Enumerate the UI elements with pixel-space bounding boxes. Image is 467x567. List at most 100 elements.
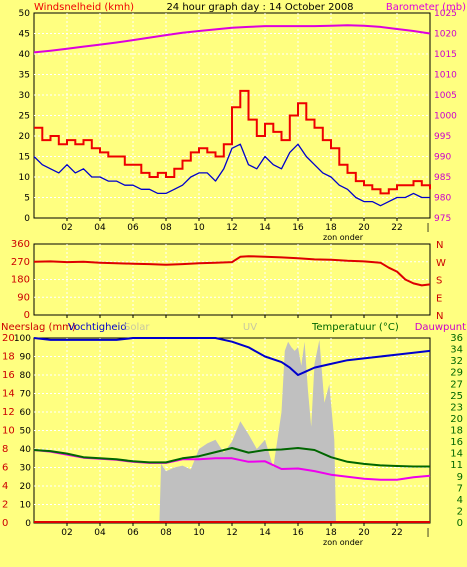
rain-tick-label: 4 [2, 481, 8, 492]
wind-tick-label: 25 [19, 112, 30, 122]
rain-tick-label: 20 [2, 333, 15, 344]
wind-speed-axis-label: Windsnelheid (kmh) [34, 2, 134, 13]
rain-axis-label: Neerslag (mm) [1, 322, 76, 333]
temperature-tick-label: 27 [450, 379, 463, 390]
humidity-tick-label: 60 [20, 408, 32, 418]
compass-tick-label: E [436, 293, 442, 304]
compass-tick-label: S [436, 276, 442, 287]
direction-tick-label: 0 [24, 310, 30, 321]
humidity-tick-label: 0 [25, 519, 31, 529]
wind-tick-label: 5 [24, 194, 30, 204]
direction-tick-label: 180 [11, 275, 30, 286]
x-tick-label: 22 [391, 528, 402, 538]
x-tick-label: 20 [358, 223, 370, 233]
panel-1-series [33, 24, 431, 207]
barometer-tick-label: 1005 [434, 91, 457, 101]
panel-3-series [33, 337, 431, 523]
rain-tick-label: 18 [2, 352, 15, 363]
wind-gust-line [34, 89, 431, 195]
barometer-tick-label: 1010 [434, 71, 457, 81]
x-tick-label: 16 [292, 528, 304, 538]
wind-tick-label: 0 [24, 214, 30, 224]
humidity-line [33, 337, 431, 376]
temperature-tick-label: 4 [457, 495, 463, 506]
sunset-label-3: zon onder [323, 538, 364, 547]
temperature-line [33, 447, 430, 468]
x-tick-label: 10 [193, 528, 205, 538]
panel-2-series [33, 255, 431, 287]
wind-tick-label: 15 [19, 153, 30, 163]
humidity-tick-label: 10 [20, 501, 32, 511]
x-tick-label: 14 [259, 223, 271, 233]
humidity-tick-label: 100 [14, 334, 31, 344]
rain-tick-label: 12 [2, 407, 15, 418]
uv-axis-label: UV [243, 322, 257, 333]
wind-direction-line [33, 255, 431, 287]
x-tick-label: 12 [226, 223, 237, 233]
x-tick-label: 18 [325, 528, 337, 538]
rain-tick-label: 16 [2, 370, 15, 381]
x-tick-end: | [426, 223, 429, 233]
x-tick-label: 04 [94, 223, 106, 233]
chart-title: 24 hour graph day : 14 October 2008 [166, 2, 353, 13]
x-tick-label: 02 [61, 528, 72, 538]
temperature-tick-label: 32 [450, 356, 463, 367]
humidity-tick-label: 80 [20, 371, 32, 381]
wind-tick-label: 30 [19, 91, 31, 101]
x-tick-label: 08 [160, 223, 172, 233]
wind-tick-label: 20 [19, 132, 31, 142]
temperature-tick-label: 18 [450, 426, 463, 437]
barometer-tick-label: 1015 [434, 50, 457, 60]
humidity-tick-label: 50 [20, 427, 32, 437]
x-tick-label: 06 [127, 223, 139, 233]
temperature-tick-label: 14 [450, 449, 463, 460]
humidity-tick-label: 90 [20, 353, 32, 363]
temperature-tick-label: 7 [457, 483, 463, 494]
x-tick-label: 06 [127, 528, 139, 538]
x-tick-label: 20 [358, 528, 370, 538]
temperature-tick-label: 36 [450, 333, 463, 344]
barometer-tick-label: 990 [434, 153, 451, 163]
rain-tick-label: 6 [2, 463, 8, 474]
solar-area [159, 339, 336, 523]
humidity-axis-label: Vochtigheid [68, 322, 127, 333]
compass-tick-label: N [436, 311, 443, 322]
humidity-tick-label: 70 [20, 390, 32, 400]
x-tick-label: 12 [226, 528, 237, 538]
x-tick-label: 04 [94, 528, 106, 538]
wind-tick-label: 10 [19, 173, 31, 183]
panel-wind-barometer: 0510152025303540455097598098599099510001… [19, 2, 467, 242]
direction-tick-label: 270 [11, 257, 30, 268]
x-tick-label: 02 [61, 223, 72, 233]
rain-tick-label: 0 [2, 518, 8, 529]
barometer-line [33, 24, 431, 54]
rain-tick-label: 10 [2, 426, 15, 437]
x-tick-label: 14 [259, 528, 271, 538]
rain-tick-label: 2 [2, 500, 8, 511]
barometer-tick-label: 995 [434, 132, 451, 142]
barometer-tick-label: 1025 [434, 9, 457, 19]
direction-tick-label: 360 [11, 239, 30, 250]
barometer-tick-label: 985 [434, 173, 451, 183]
temperature-tick-label: 29 [450, 368, 463, 379]
temperature-tick-label: 16 [450, 437, 463, 448]
solar-axis-label: Solar [124, 322, 150, 333]
x-tick-label: 08 [160, 528, 172, 538]
compass-tick-label: N [436, 240, 443, 251]
temperature-tick-label: 34 [450, 345, 463, 356]
x-tick-label: 10 [193, 223, 205, 233]
wind-tick-label: 50 [19, 9, 31, 19]
barometer-tick-label: 975 [434, 214, 451, 224]
x-tick-end: | [426, 528, 429, 538]
x-tick-label: 22 [391, 223, 402, 233]
humidity-tick-label: 30 [20, 464, 32, 474]
barometer-axis-label: Barometer (mb) [386, 2, 466, 13]
compass-tick-label: W [436, 258, 446, 269]
temperature-tick-label: 11 [450, 460, 463, 471]
